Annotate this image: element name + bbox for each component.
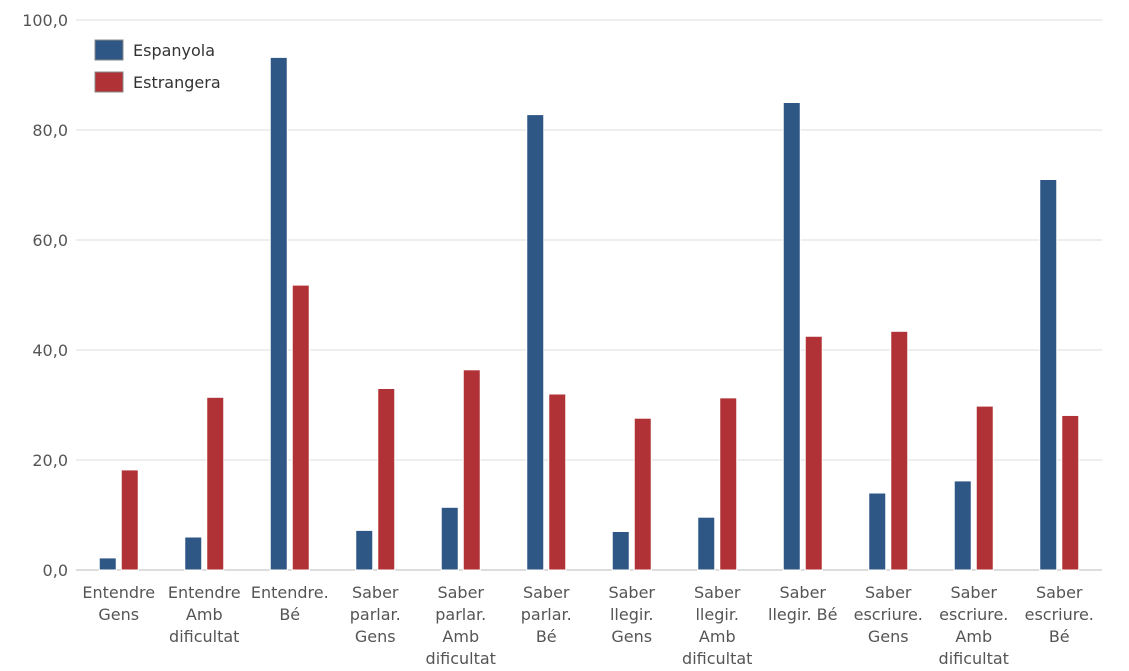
legend-label-estrangera: Estrangera <box>133 73 221 92</box>
bar-espanyola-10[interactable] <box>953 480 972 571</box>
x-category-label-line: Amb <box>699 627 736 646</box>
gridlines <box>76 19 1102 571</box>
x-category-label: Entendre. Bé <box>251 583 329 624</box>
x-category-label-line: escriure. <box>854 605 923 624</box>
x-category-label-line: dificultat <box>426 649 496 668</box>
bar-espanyola-4[interactable] <box>440 506 459 571</box>
bar-espanyola-8[interactable] <box>782 102 801 571</box>
x-category-label: Saber llegir. Bé <box>768 583 837 624</box>
bar-estrangera-3[interactable] <box>377 388 396 571</box>
x-category-label-line: Gens <box>355 627 396 646</box>
x-category-label: Saber escriure. Gens <box>854 583 923 646</box>
bar-espanyola-9[interactable] <box>868 492 887 571</box>
x-category-label-line: Saber <box>950 583 997 602</box>
x-category-label: Saber llegir. Amb dificultat <box>682 583 752 668</box>
x-category-label-line: Saber <box>865 583 912 602</box>
x-category-label: Entendre Amb dificultat <box>168 583 241 646</box>
legend: Espanyola Estrangera <box>94 39 221 93</box>
y-tick-label: 20,0 <box>32 451 68 470</box>
y-tick-label: 80,0 <box>32 121 68 140</box>
x-category-label-line: dificultat <box>682 649 752 668</box>
x-category-label-line: Gens <box>868 627 909 646</box>
bar-espanyola-6[interactable] <box>611 531 630 571</box>
x-category-label-line: Saber <box>437 583 484 602</box>
bar-estrangera-10[interactable] <box>975 405 994 571</box>
bar-espanyola-5[interactable] <box>526 114 545 571</box>
x-category-label-line: Entendre <box>168 583 241 602</box>
x-category-label-line: Saber <box>779 583 826 602</box>
x-category-label-line: llegir. <box>610 605 654 624</box>
x-category-label-line: escriure. <box>939 605 1008 624</box>
bar-estrangera-1[interactable] <box>206 396 225 571</box>
x-category-label-line: Saber <box>694 583 741 602</box>
bar-estrangera-2[interactable] <box>291 284 310 571</box>
bar-estrangera-6[interactable] <box>633 417 652 571</box>
x-category-label-line: parlar. <box>350 605 401 624</box>
bar-espanyola-11[interactable] <box>1039 179 1058 571</box>
x-category-label-line: Amb <box>442 627 479 646</box>
x-category-label-line: parlar. <box>435 605 486 624</box>
x-category-label: Saber escriure. Bé <box>1025 583 1094 646</box>
bar-estrangera-4[interactable] <box>462 369 481 571</box>
y-tick-label: 40,0 <box>32 341 68 360</box>
legend-swatch-estrangera <box>94 71 124 93</box>
x-category-label-line: Saber <box>608 583 655 602</box>
x-category-label-line: Amb <box>186 605 223 624</box>
x-category-label-line: llegir. Bé <box>768 605 837 624</box>
y-axis-ticks: 0,0 20,0 40,0 60,0 80,0 100,0 <box>22 11 68 580</box>
bar-espanyola-1[interactable] <box>184 536 203 571</box>
x-category-label-line: Amb <box>955 627 992 646</box>
x-category-label-line: parlar. <box>521 605 572 624</box>
x-category-label-line: Bé <box>536 627 557 646</box>
x-category-label-line: dificultat <box>169 627 239 646</box>
legend-label-espanyola: Espanyola <box>133 41 215 60</box>
x-category-label-line: Saber <box>1036 583 1083 602</box>
bar-espanyola-2[interactable] <box>269 56 288 571</box>
bar-espanyola-3[interactable] <box>355 529 374 571</box>
x-category-label-line: Saber <box>523 583 570 602</box>
bar-espanyola-7[interactable] <box>697 516 716 571</box>
x-category-label: Saber parlar. Bé <box>521 583 572 646</box>
bar-estrangera-5[interactable] <box>548 393 567 571</box>
bar-espanyola-0[interactable] <box>98 557 117 571</box>
x-category-label-line: Bé <box>279 605 300 624</box>
y-tick-label: 60,0 <box>32 231 68 250</box>
x-category-label-line: Gens <box>611 627 652 646</box>
x-category-label-line: escriure. <box>1025 605 1094 624</box>
x-category-label-line: Gens <box>98 605 139 624</box>
legend-swatch-espanyola <box>94 39 124 61</box>
x-category-label: Entendre Gens <box>82 583 155 624</box>
y-tick-label: 100,0 <box>22 11 68 30</box>
x-category-label-line: Saber <box>352 583 399 602</box>
x-category-label-line: llegir. <box>695 605 739 624</box>
bar-estrangera-11[interactable] <box>1061 414 1080 571</box>
y-tick-label: 0,0 <box>43 561 68 580</box>
x-category-label: Saber parlar. Gens <box>350 583 401 646</box>
bar-estrangera-7[interactable] <box>719 397 738 571</box>
x-category-label-line: Bé <box>1049 627 1070 646</box>
x-category-label-line: Entendre. <box>251 583 329 602</box>
bar-estrangera-9[interactable] <box>890 330 909 571</box>
x-category-label-line: Entendre <box>82 583 155 602</box>
x-category-label: Saber parlar. Amb dificultat <box>426 583 496 668</box>
x-category-label: Saber llegir. Gens <box>608 583 655 646</box>
bar-estrangera-0[interactable] <box>120 469 139 571</box>
bars <box>98 56 1080 571</box>
x-category-label: Saber escriure. Amb dificultat <box>939 583 1009 668</box>
x-category-label-line: dificultat <box>939 649 1009 668</box>
bar-estrangera-8[interactable] <box>804 335 823 571</box>
